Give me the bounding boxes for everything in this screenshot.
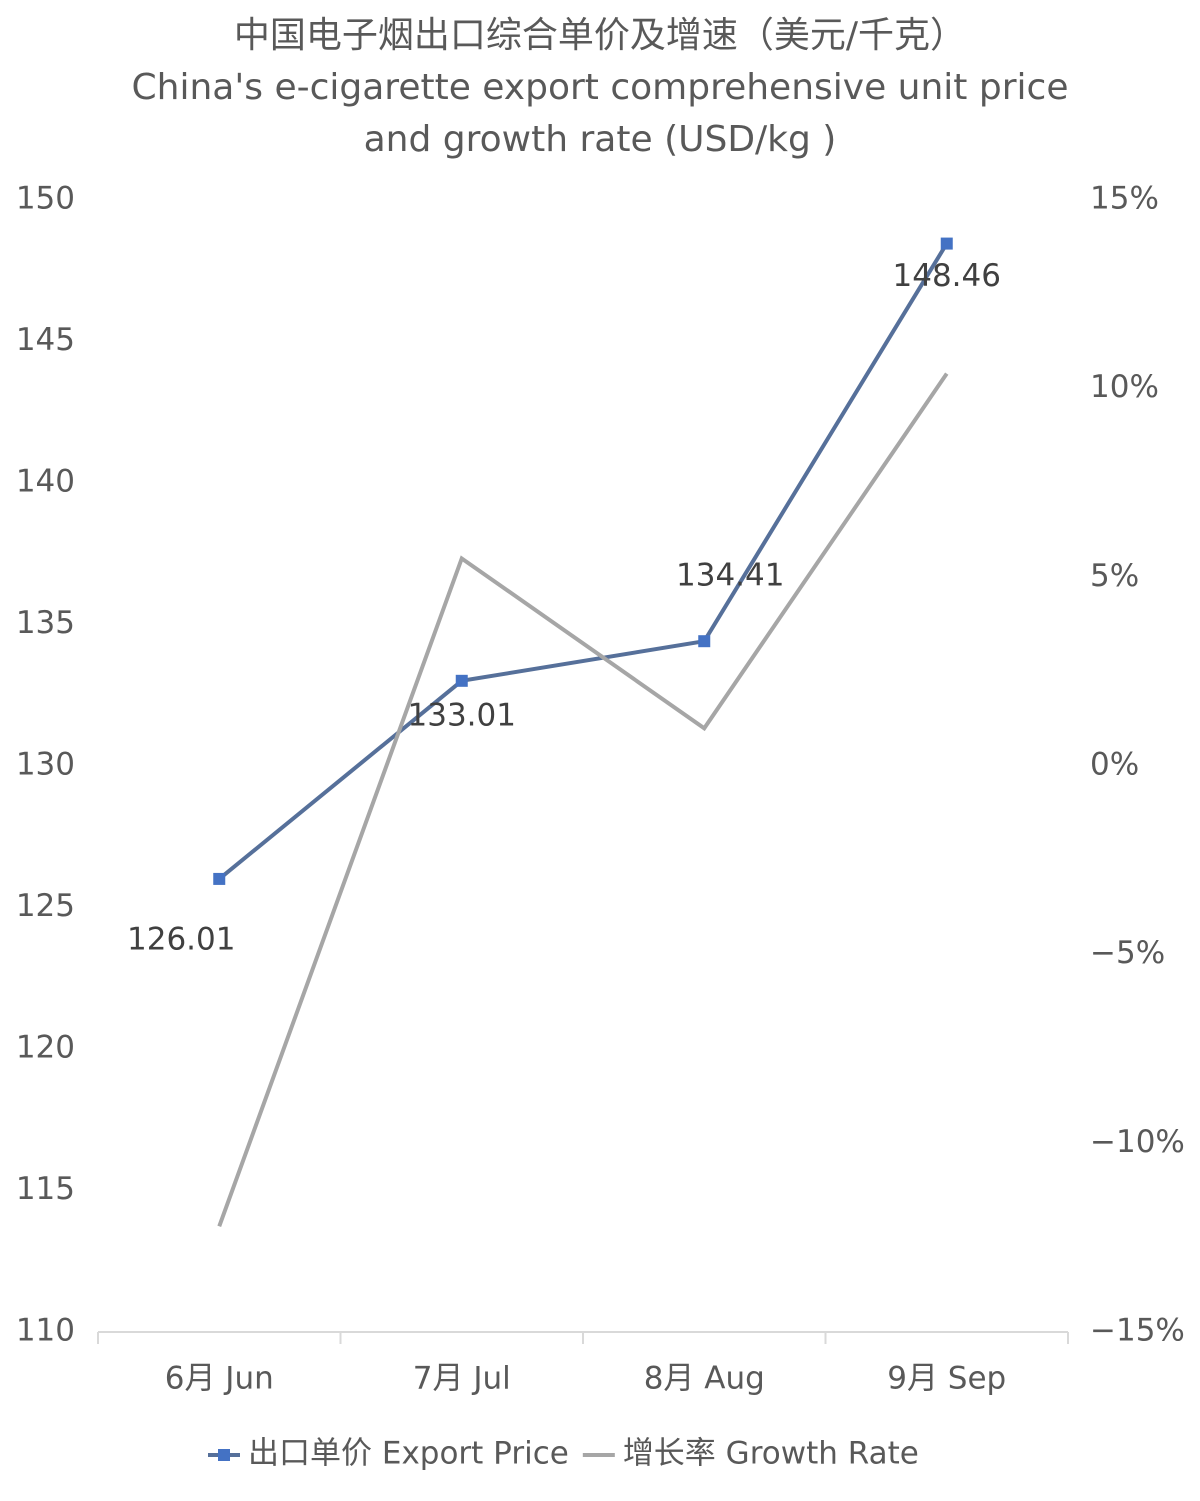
y-tick-label: 145	[16, 322, 75, 358]
legend-label: 增长率 Growth Rate	[623, 1436, 919, 1472]
y2-tick-label: 10%	[1090, 369, 1159, 405]
header: 中国电子烟出口综合单价及增速（美元/千克） China's e-cigarett…	[100, 10, 1100, 166]
data-label: 148.46	[893, 258, 1001, 294]
y2-tick-label: 5%	[1090, 558, 1139, 594]
y-tick-label: 115	[16, 1171, 75, 1207]
y2-tick-label: −5%	[1090, 935, 1165, 971]
legend-label: 出口单价 Export Price	[248, 1436, 569, 1472]
y-tick-label: 130	[16, 747, 75, 783]
y2-tick-label: 15%	[1090, 181, 1159, 217]
legend-marker	[218, 1449, 230, 1461]
y-tick-label: 125	[16, 888, 75, 924]
y-tick-label: 150	[16, 181, 75, 217]
x-tick-label: 9月 Sep	[887, 1361, 1006, 1397]
chart-subtitle: China's e-cigarette export comprehensive…	[131, 67, 1069, 160]
series-line	[217, 372, 949, 1228]
y-tick-label: 120	[16, 1030, 75, 1066]
data-label: 133.01	[408, 697, 516, 733]
x-tick-label: 7月 Jul	[413, 1361, 511, 1397]
marker	[940, 237, 953, 250]
marker	[698, 635, 711, 648]
y-tick-label: 135	[16, 605, 75, 641]
y-tick-label: 110	[16, 1313, 75, 1349]
series-line	[217, 242, 949, 881]
chart-title: 中国电子烟出口综合单价及增速（美元/千克）	[233, 15, 967, 56]
x-tick-label: 8月 Aug	[644, 1361, 765, 1397]
y-tick-label: 140	[16, 464, 75, 500]
y2-tick-label: −15%	[1090, 1313, 1185, 1349]
x-tick-label: 6月 Jun	[165, 1361, 274, 1397]
y2-tick-label: 0%	[1090, 747, 1139, 783]
data-label: 134.41	[676, 558, 784, 594]
marker	[213, 872, 226, 885]
y2-tick-label: −10%	[1090, 1124, 1185, 1160]
marker	[455, 674, 468, 687]
data-label: 126.01	[127, 921, 235, 957]
